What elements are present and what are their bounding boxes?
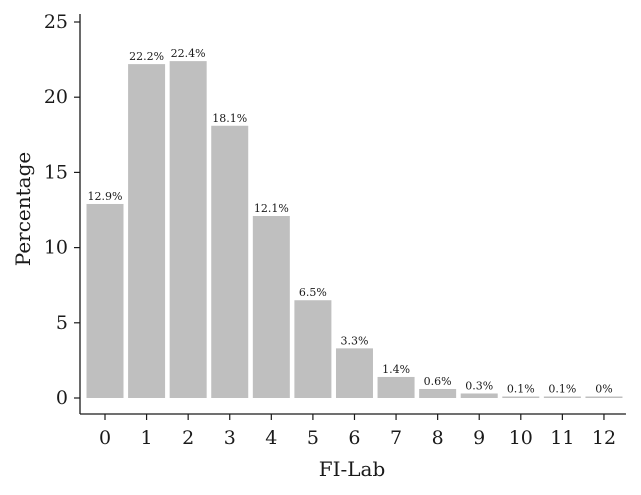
bar-data-label: 1.4% [382,363,410,376]
bar-data-label: 22.2% [129,50,164,63]
bar [335,348,373,398]
x-ticks-group: 0 1 2 3 4 5 6 7 8 9 10 11 12 [99,414,616,449]
x-tick-label: 10 [509,427,533,449]
bar [211,125,249,398]
y-tick-label: 20 [44,86,68,108]
bar-data-label: 12.1% [254,202,289,215]
bar-data-label: 22.4% [171,47,206,60]
bar [460,393,498,398]
bars-group [86,61,623,398]
bar [86,203,124,398]
bar [128,64,166,398]
bar-data-label: 0.1% [507,382,535,395]
bar [377,376,415,398]
bar [419,388,457,398]
y-ticks-group: 0 5 10 15 20 25 [44,11,80,409]
x-tick-label: 9 [473,427,485,449]
x-tick-label: 6 [348,427,360,449]
bar [502,396,540,398]
bar [585,396,623,398]
x-tick-label: 1 [141,427,153,449]
bar [294,300,332,398]
bar [543,396,581,398]
x-tick-label: 5 [307,427,319,449]
y-tick-label: 15 [44,161,68,183]
bar-data-label: 0.1% [548,382,576,395]
bar-data-label: 3.3% [341,334,369,347]
x-tick-label: 8 [432,427,444,449]
x-tick-label: 3 [224,427,236,449]
y-tick-label: 10 [44,237,68,259]
bar-data-label: 12.9% [88,190,123,203]
x-tick-label: 12 [592,427,616,449]
bar-data-label: 6.5% [299,286,327,299]
x-tick-label: 2 [182,427,194,449]
x-tick-label: 4 [265,427,277,449]
bar-data-label: 0% [595,383,612,396]
bar [252,216,290,398]
y-tick-label: 5 [56,312,68,334]
x-tick-label: 11 [550,427,574,449]
y-tick-label: 25 [44,11,68,33]
bar [169,61,207,398]
x-tick-label: 0 [99,427,111,449]
bar-data-label: 0.6% [424,375,452,388]
bar-data-label: 0.3% [465,379,493,392]
x-tick-label: 7 [390,427,402,449]
data-labels-group: 12.9% 22.2% 22.4% 18.1% 12.1% 6.5% 3.3% 1.4% 0.6… [88,47,613,395]
bar-data-label: 18.1% [212,112,247,125]
axes-group [79,14,626,415]
y-tick-label: 0 [56,387,68,409]
y-axis-title: Percentage [11,152,35,266]
x-axis-title: FI-Lab [319,457,386,481]
